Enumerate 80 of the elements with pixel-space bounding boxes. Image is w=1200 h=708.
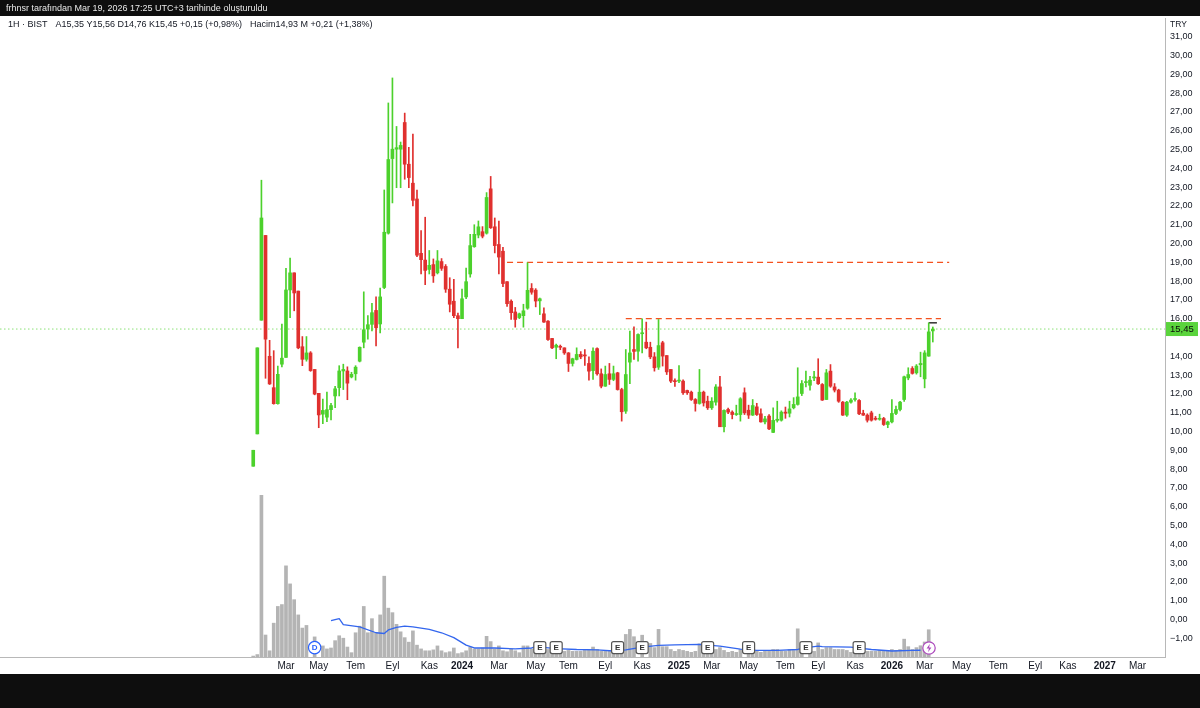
x-tick-label: Tem (346, 659, 366, 671)
chart-subtitle: A15,35 Y15,56 D14,76 K15,45 +0,15 (+0,98%) (55, 19, 242, 30)
annotation: E (745, 643, 752, 653)
y-axis-title: TRY (1170, 19, 1187, 30)
annotation: D (311, 643, 318, 653)
annotation: E (704, 643, 711, 653)
y-tick-label: 1,00 (1170, 595, 1188, 606)
y-tick-label: 27,00 (1170, 106, 1193, 117)
x-tick-label: Eyl (385, 659, 400, 671)
y-tick-label: 23,00 (1170, 181, 1193, 192)
x-tick-label: Mar (916, 659, 934, 671)
x-tick-label: Mar (1128, 659, 1147, 671)
candlestick (632, 326, 636, 360)
candlestick (554, 343, 559, 360)
x-tick-label: Mar (703, 659, 722, 671)
x-tick-label: Kas (633, 659, 651, 671)
text: frhnsr tarafından Mar 19, 2026 17:25 UTC+3 tarihinde oluşturuldu (6, 2, 268, 14)
y-tick-label: 3,00 (1170, 557, 1188, 568)
annotation: E (537, 643, 544, 653)
x-tick-label: May (739, 659, 759, 671)
x-tick-label: Eyl (598, 659, 613, 671)
annotation: E (553, 643, 560, 653)
x-tick-label: 2025 (667, 659, 691, 671)
y-tick-label: 11,00 (1170, 407, 1192, 418)
x-tick-label: Tem (988, 659, 1008, 671)
y-tick-label: 31,00 (1170, 31, 1193, 42)
annotation: E (803, 643, 810, 653)
candlestick (423, 216, 428, 286)
x-tick-label: Mar (490, 659, 509, 671)
x-tick-label: 2024 (450, 659, 474, 671)
y-tick-label: 18,00 (1170, 275, 1193, 286)
y-tick-label: 25,00 (1170, 144, 1193, 155)
y-tick-label: 12,00 (1170, 388, 1193, 399)
y-tick-label: 9,00 (1170, 444, 1188, 455)
y-tick-label: 13,00 (1170, 369, 1193, 380)
y-tick-label: 29,00 (1170, 68, 1193, 79)
x-tick-label: 2026 (880, 659, 904, 671)
candlestick (853, 392, 857, 402)
ref-line-label: 15,45 (1170, 323, 1194, 335)
candlestick (427, 250, 432, 275)
y-tick-label: 6,00 (1170, 501, 1188, 512)
annotation: E (856, 643, 863, 653)
annotation: E (639, 643, 646, 653)
y-tick-label: 4,00 (1170, 538, 1188, 549)
x-tick-label: Kas (420, 659, 438, 671)
x-tick-label: Mar (277, 659, 296, 671)
x-tick-label: May (309, 659, 329, 671)
annotation: E (614, 643, 621, 653)
x-tick-label: Eyl (811, 659, 826, 671)
y-tick-label: 24,00 (1170, 162, 1193, 173)
y-tick-label: 7,00 (1170, 482, 1188, 493)
x-tick-label: Eyl (1028, 659, 1043, 671)
y-tick-label: 21,00 (1170, 219, 1193, 230)
x-tick-label: Kas (846, 659, 864, 671)
y-tick-label: 22,00 (1170, 200, 1193, 211)
annotation: Hacim14,93 M +0,21 (+1,38%) (250, 19, 373, 30)
x-tick-label: May (952, 659, 971, 671)
chart-title: 1H · BIST (8, 19, 48, 30)
candlestick (321, 398, 325, 424)
y-tick-label: 10,00 (1170, 425, 1193, 436)
y-tick-label: 2,00 (1170, 576, 1188, 587)
x-tick-label: Kas (1059, 659, 1077, 671)
candlestick (537, 297, 542, 315)
y-tick-label: 14,00 (1170, 350, 1193, 361)
y-tick-label: 5,00 (1170, 519, 1188, 530)
y-tick-label: 28,00 (1170, 87, 1193, 98)
x-tick-label: Tem (775, 659, 795, 671)
candlestick (795, 367, 800, 406)
y-tick-label: 17,00 (1170, 294, 1193, 305)
x-tick-label: 2027 (1093, 659, 1117, 671)
y-tick-label: 16,00 (1170, 313, 1193, 324)
y-tick-label: 20,00 (1170, 238, 1193, 249)
y-tick-label: 0,00 (1170, 613, 1188, 624)
y-tick-label: 19,00 (1170, 256, 1193, 267)
y-tick-label: 8,00 (1170, 463, 1188, 474)
x-tick-label: Tem (559, 659, 578, 671)
x-tick-label: May (526, 659, 546, 671)
y-tick-label: 26,00 (1170, 125, 1193, 136)
y-tick-label: 30,00 (1170, 50, 1193, 61)
y-tick-label: −1,00 (1170, 632, 1193, 643)
